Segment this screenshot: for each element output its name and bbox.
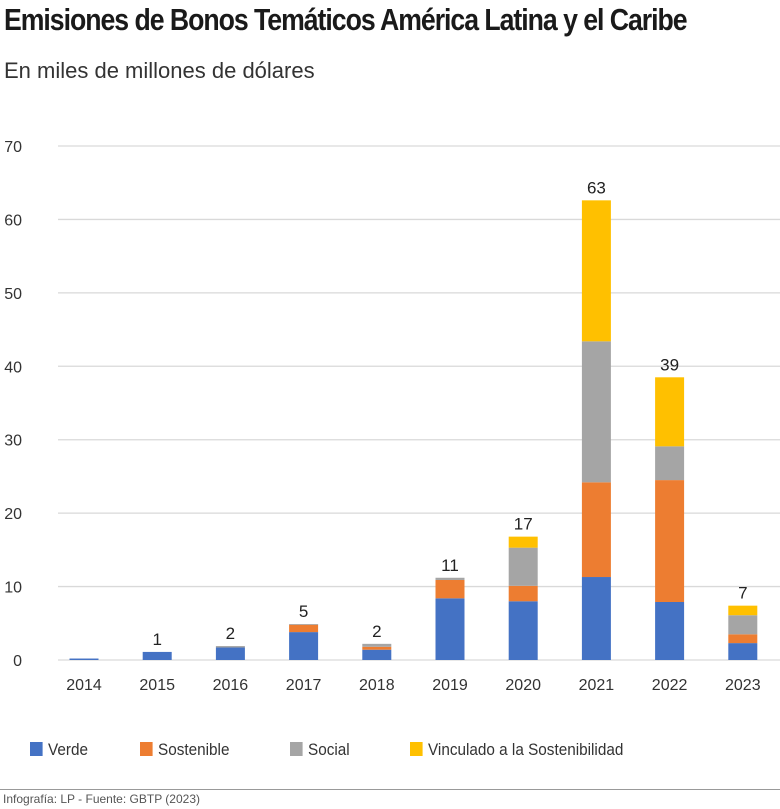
x-tick-label: 2014	[66, 677, 102, 694]
x-tick-label: 2020	[505, 677, 541, 694]
legend-swatch	[30, 742, 43, 756]
legend-item: Sostenible	[140, 740, 229, 760]
x-tick-label: 2021	[579, 677, 615, 694]
bar-segment-verde	[142, 651, 172, 660]
footer-divider	[0, 789, 780, 790]
bar-segment-sostenible	[289, 624, 319, 633]
bar-segment-verde	[215, 647, 245, 660]
bar-segment-vinculado-a-la-sostenibilidad	[728, 605, 758, 616]
x-tick-label: 2015	[139, 677, 175, 694]
bar-segment-social	[215, 646, 245, 648]
x-tick-label: 2019	[432, 677, 468, 694]
bar-segment-sostenible	[362, 646, 392, 650]
legend-label: Verde	[48, 740, 88, 759]
x-tick-label: 2023	[725, 677, 761, 694]
y-tick-label: 40	[4, 359, 22, 376]
bar-segment-social	[728, 615, 758, 635]
bar-segment-sostenible	[581, 482, 611, 578]
bar-segment-vinculado-a-la-sostenibilidad	[655, 377, 685, 447]
footer-credit: Infografía: LP - Fuente: GBTP (2023)	[3, 792, 200, 806]
y-tick-label: 50	[4, 286, 22, 303]
legend-item: Verde	[30, 740, 88, 760]
bar-segment-verde	[655, 601, 685, 660]
bar-segment-sostenible	[728, 634, 758, 644]
bar-segment-verde	[581, 577, 611, 660]
data-label: 11	[441, 556, 459, 575]
legend-label: Sostenible	[158, 740, 230, 759]
legend-swatch	[410, 742, 423, 756]
bar-segment-verde	[69, 658, 99, 660]
bar-segment-verde	[435, 598, 465, 660]
bar-segment-social	[655, 446, 685, 481]
y-tick-label: 0	[13, 653, 22, 670]
y-tick-label: 60	[4, 212, 22, 229]
bar-segment-social	[508, 547, 538, 586]
bar-segment-social	[362, 643, 392, 647]
legend-swatch	[290, 742, 303, 756]
chart-title: Emisiones de Bonos Temáticos América Lat…	[4, 2, 688, 37]
legend-item: Social	[290, 740, 350, 760]
data-label: 7	[738, 584, 747, 603]
stacked-bar-chart: 0 10 20 30 40 50 60 70 2014 1 2015 2 2016 5 2017 2 2018 1…	[4, 139, 780, 694]
bar-segment-verde	[362, 649, 392, 660]
legend-label: Social	[308, 740, 350, 759]
data-label: 5	[299, 602, 308, 621]
y-tick-label: 20	[4, 506, 22, 523]
legend-label: Vinculado a la Sostenibilidad	[428, 740, 624, 759]
bar-segment-vinculado-a-la-sostenibilidad	[581, 200, 611, 342]
x-tick-label: 2018	[359, 677, 395, 694]
bar-segment-sostenible	[435, 579, 465, 599]
data-label: 39	[660, 355, 679, 374]
data-label: 1	[152, 630, 161, 649]
x-tick-label: 2022	[652, 677, 688, 694]
bar-segment-verde	[728, 643, 758, 660]
y-tick-label: 10	[4, 580, 22, 597]
bar-segment-sostenible	[508, 585, 538, 602]
y-tick-label: 30	[4, 433, 22, 450]
data-label: 17	[514, 515, 533, 534]
bar-segment-social	[289, 624, 319, 625]
legend-swatch	[140, 742, 153, 756]
legend-item: Vinculado a la Sostenibilidad	[410, 740, 623, 760]
bar-segment-verde	[289, 632, 319, 660]
data-label: 2	[226, 624, 235, 643]
y-tick-label: 70	[4, 139, 22, 156]
chart-subtitle: En miles de millones de dólares	[4, 58, 315, 83]
data-label: 2	[372, 622, 381, 641]
x-tick-label: 2016	[213, 677, 249, 694]
bar-segment-social	[581, 341, 611, 483]
bar-segment-social	[435, 577, 465, 580]
bar-segment-verde	[508, 601, 538, 660]
x-tick-label: 2017	[286, 677, 322, 694]
bar-segment-vinculado-a-la-sostenibilidad	[508, 536, 538, 548]
bar-segment-sostenible	[655, 480, 685, 602]
data-label: 63	[587, 178, 606, 197]
